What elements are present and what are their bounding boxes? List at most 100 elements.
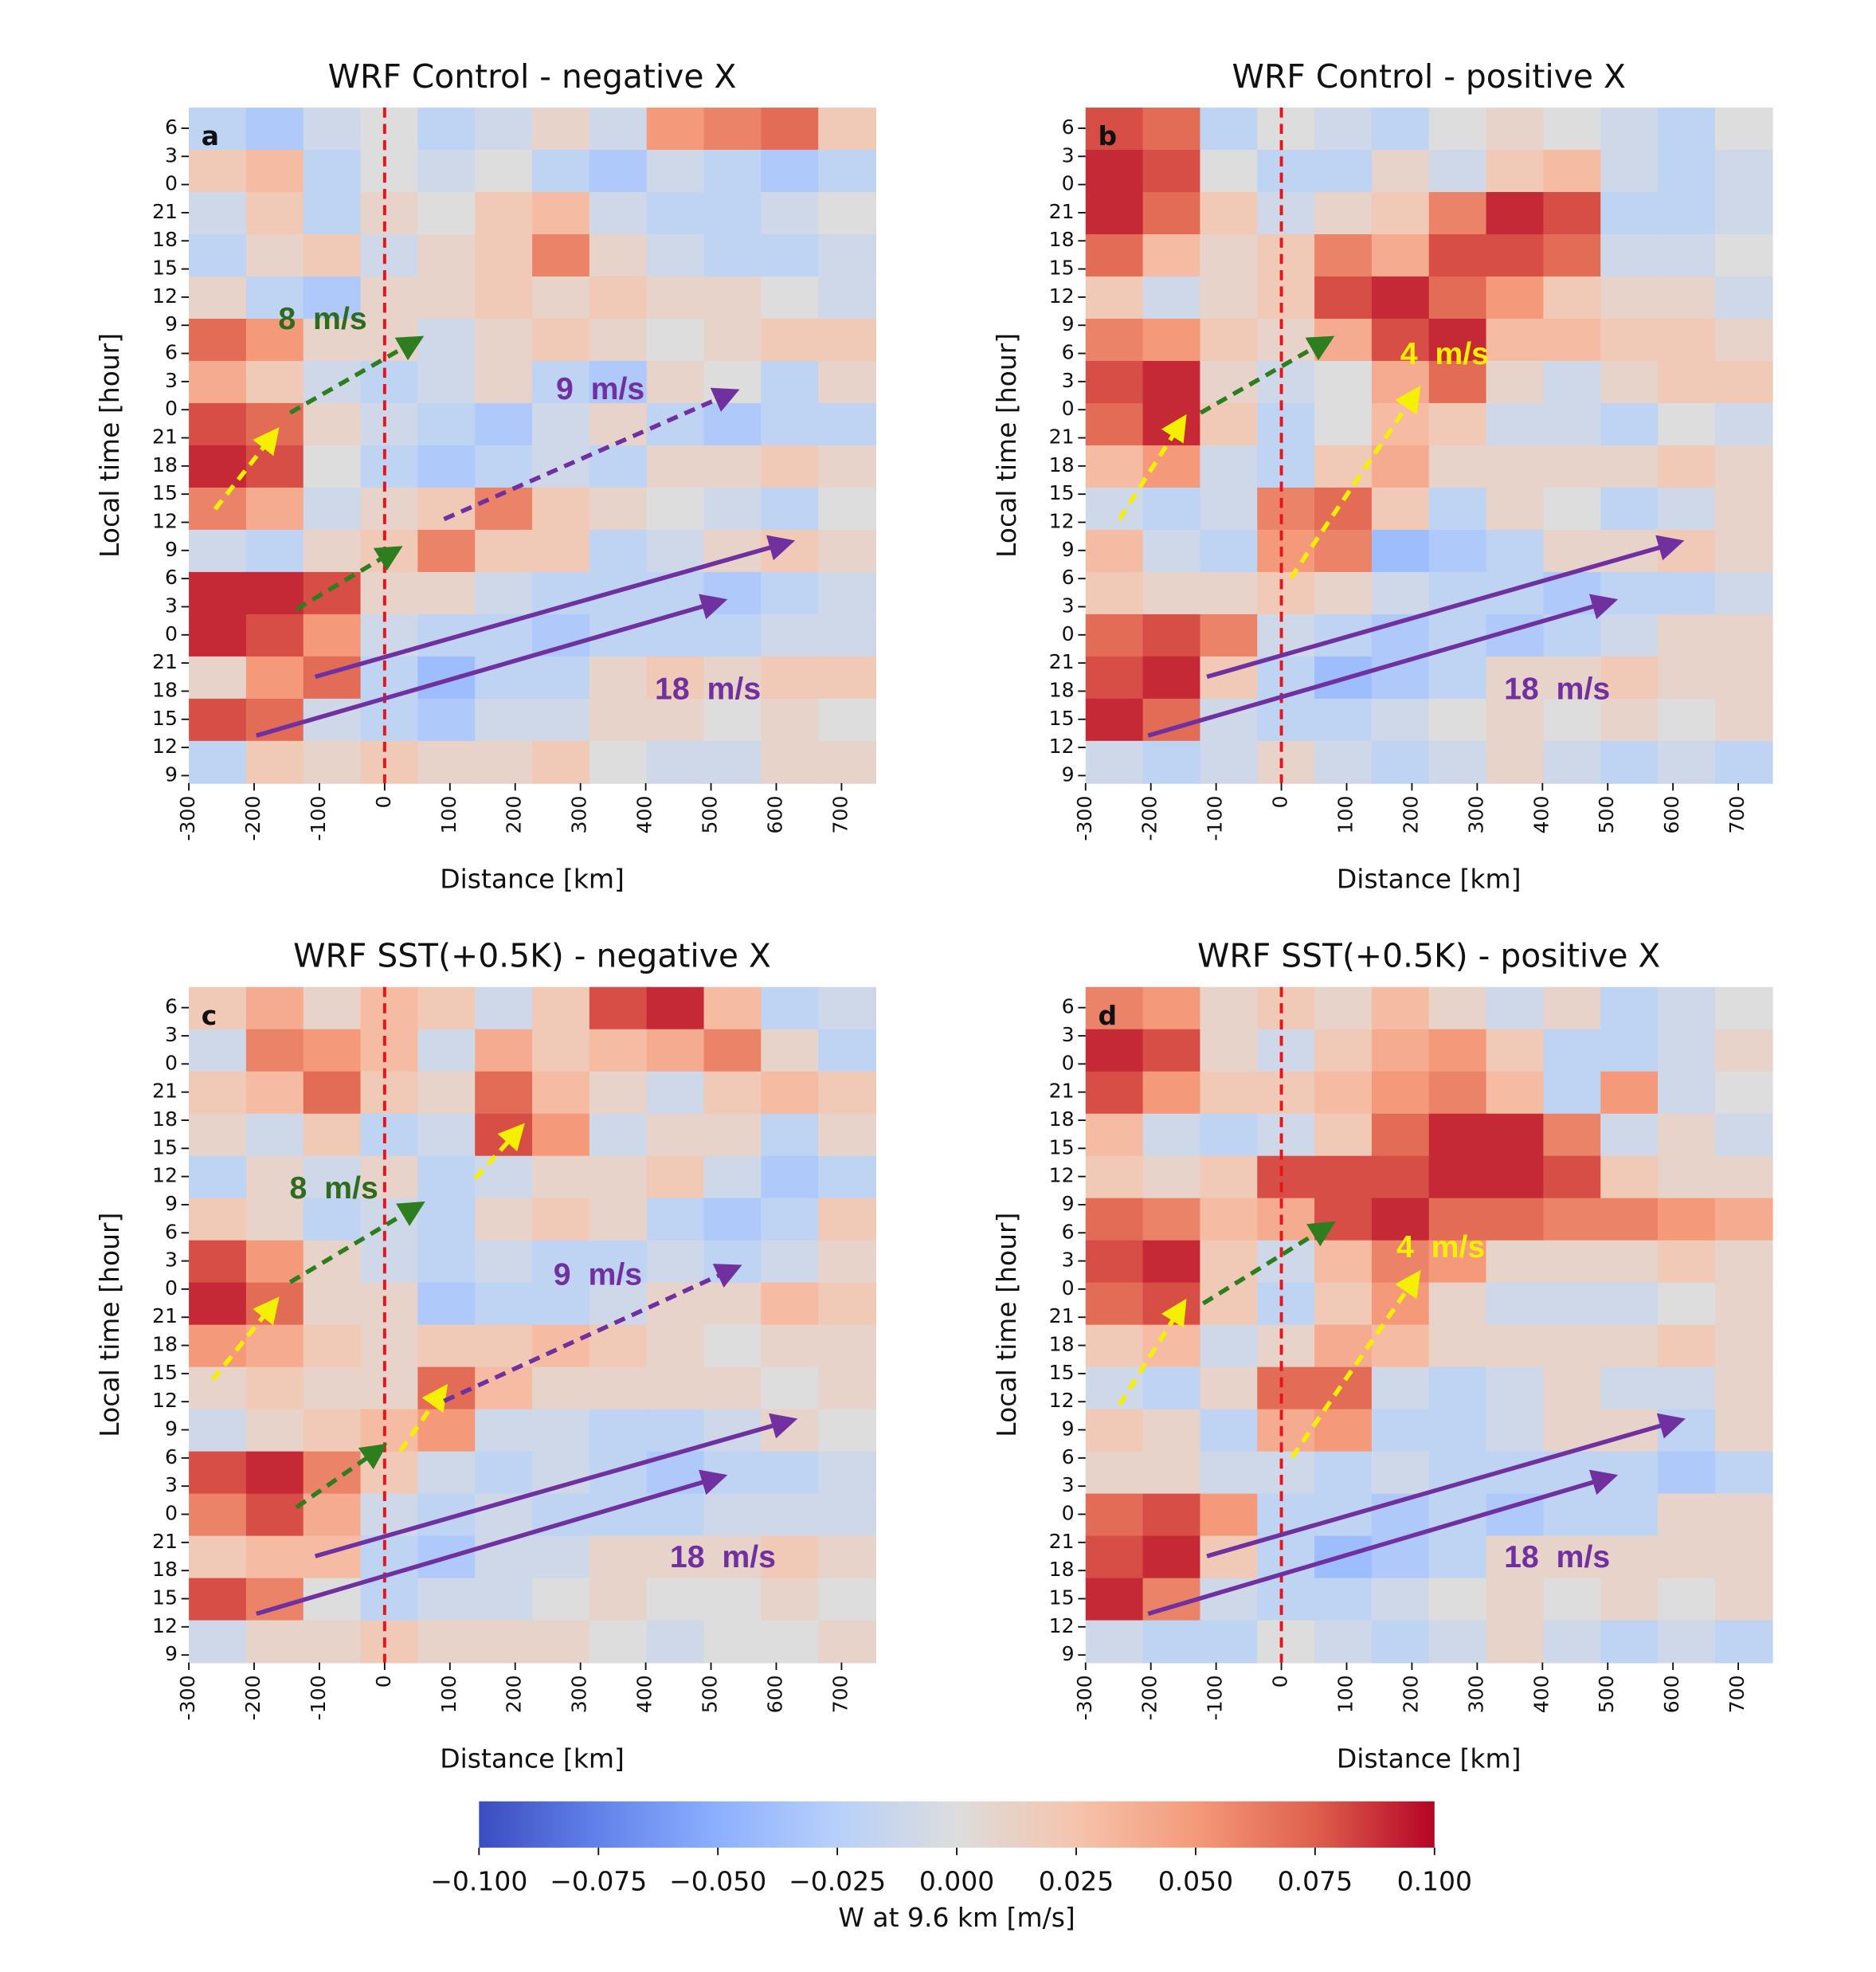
heat-cell	[1428, 986, 1487, 1030]
heat-cell	[1142, 656, 1201, 700]
heat-cell	[1371, 1113, 1430, 1157]
heat-cell	[703, 1535, 762, 1579]
heat-cell	[703, 360, 762, 404]
heat-cell	[532, 318, 590, 362]
y-tick-label: 6	[165, 116, 178, 139]
heat-cell	[189, 108, 247, 151]
heat-cell	[646, 1029, 705, 1072]
heat-cell	[1142, 150, 1201, 193]
heat-cell	[1714, 150, 1773, 193]
heat-cell	[646, 192, 705, 235]
heat-cell	[1600, 1578, 1659, 1621]
heat-cell	[1600, 1198, 1659, 1241]
heat-cell	[245, 1282, 304, 1326]
x-tick-label: 500	[699, 796, 722, 834]
y-tick-label: 9	[1062, 763, 1075, 786]
heat-cell	[303, 529, 362, 573]
heat-cell	[360, 1029, 419, 1072]
heat-cell	[1658, 1493, 1716, 1537]
heat-cell	[703, 1578, 762, 1621]
annotation: 9 m/s	[554, 1257, 642, 1292]
heat-cell	[1486, 318, 1545, 362]
heat-cell	[1200, 1620, 1259, 1664]
heat-cell	[417, 234, 476, 277]
heat-cell	[1543, 234, 1602, 277]
heat-cell	[818, 1409, 876, 1453]
heat-cell	[245, 1198, 304, 1241]
heat-cell	[703, 740, 762, 784]
heat-cell	[1142, 108, 1201, 151]
heat-cell	[1428, 1535, 1487, 1579]
x-tick-label: 0	[1269, 796, 1292, 809]
heat-cell	[1543, 402, 1602, 446]
heat-cell	[245, 1071, 304, 1115]
heat-cell	[1486, 360, 1545, 404]
heat-cell	[1200, 1029, 1259, 1072]
y-tick-label: 9	[165, 1417, 178, 1441]
heat-cell	[245, 1113, 304, 1157]
heat-cell	[475, 1029, 533, 1072]
heat-cell	[1714, 1535, 1773, 1579]
arrow	[1201, 1221, 1336, 1306]
heat-cell	[245, 1324, 304, 1368]
heat-cell	[245, 318, 304, 362]
x-tick-label: -300	[176, 1675, 199, 1720]
heat-cell	[1714, 1198, 1773, 1241]
heat-cell	[532, 1282, 590, 1326]
heat-cell	[360, 487, 419, 531]
heat-cell	[1543, 1324, 1602, 1368]
heat-cell	[1428, 1578, 1487, 1621]
heat-cell	[761, 1113, 820, 1157]
y-tick-label: 9	[165, 1192, 178, 1215]
colorbar-tick-label: 0.025	[1039, 1865, 1114, 1896]
heat-cell	[1085, 1282, 1144, 1326]
heat-cell	[1314, 192, 1373, 235]
heat-cell	[1486, 1324, 1545, 1368]
heat-cell	[303, 1198, 362, 1241]
heat-cell	[1714, 656, 1773, 700]
heat-cell	[1085, 318, 1144, 362]
heat-cell	[1714, 1113, 1773, 1157]
heat-cell	[761, 150, 820, 193]
heat-cell	[189, 571, 247, 615]
x-tick-label: 100	[1334, 1675, 1357, 1713]
heat-cell	[646, 318, 705, 362]
heat-cell	[475, 1324, 533, 1368]
heat-cell	[646, 1324, 705, 1368]
heat-cell	[761, 571, 820, 615]
arrow	[314, 535, 796, 680]
heat-cell	[761, 1451, 820, 1495]
heat-cell	[1142, 234, 1201, 277]
heat-cell	[1085, 698, 1144, 742]
x-tick-label: 600	[1660, 796, 1683, 834]
heat-cell	[1371, 698, 1430, 742]
heat-cell	[818, 1535, 876, 1579]
x-tick-label: 200	[1399, 1675, 1422, 1713]
heat-cell	[1085, 1366, 1144, 1410]
heat-cell	[1257, 1409, 1316, 1453]
heat-cell	[1486, 1071, 1545, 1115]
heat-cell	[1142, 1071, 1201, 1115]
x-tick-label: -200	[1138, 796, 1161, 841]
heat-cell	[1142, 360, 1201, 404]
heat-cell	[761, 529, 820, 573]
heat-cell	[1371, 1324, 1430, 1368]
heat-cell	[1658, 108, 1716, 151]
heat-cell	[1714, 614, 1773, 657]
heat-cell	[589, 402, 648, 446]
heat-cell	[703, 192, 762, 235]
heat-cell	[1600, 986, 1659, 1030]
heat-cell	[417, 402, 476, 446]
heat-cell	[1714, 698, 1773, 742]
heat-cell	[1486, 1366, 1545, 1410]
heat-cell	[417, 1578, 476, 1621]
heat-cell	[703, 1029, 762, 1072]
heat-cell	[1142, 740, 1201, 784]
heat-cell	[1257, 986, 1316, 1030]
heat-cell	[245, 276, 304, 320]
y-tick-label: 15	[1049, 1361, 1075, 1384]
heat-cell	[1200, 360, 1259, 404]
heat-cell	[589, 1578, 648, 1621]
heat-cell	[589, 571, 648, 615]
